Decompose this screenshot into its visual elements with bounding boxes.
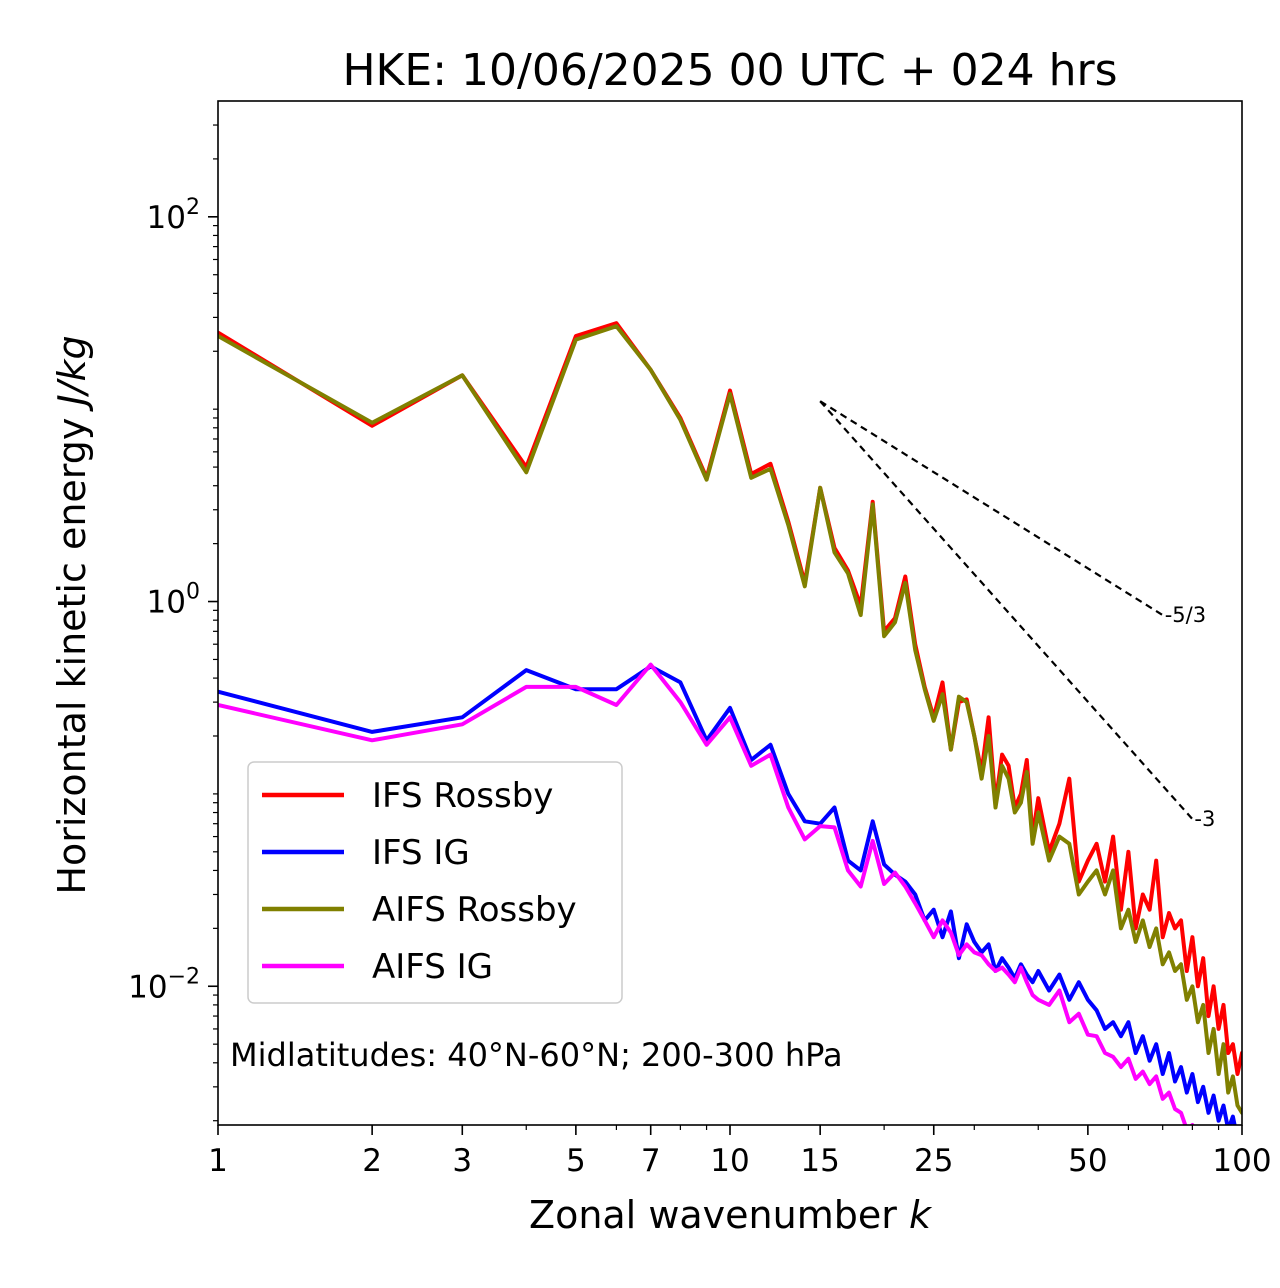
x-tick-label: 2 xyxy=(362,1143,382,1179)
x-tick-label: 50 xyxy=(1068,1143,1107,1179)
x-tick-label: 25 xyxy=(914,1143,953,1179)
y-tick-label: 100 xyxy=(147,580,200,621)
x-tick-label: 15 xyxy=(800,1143,839,1179)
reference-label-0: -5/3 xyxy=(1165,603,1206,627)
y-axis-label-unit: J/kg xyxy=(50,335,94,412)
legend-label-1: IFS IG xyxy=(372,833,470,873)
reference-slope-lines: -5/3 -3 xyxy=(819,400,1215,831)
legend: IFS Rossby IFS IG AIFS Rossby AIFS IG xyxy=(247,761,623,1004)
y-tick-label: 102 xyxy=(147,195,200,236)
reference-line-0 xyxy=(819,400,1164,617)
series-layer xyxy=(218,321,1242,1125)
x-axis: 1 2 3 5 7 10 15 25 50 100 xyxy=(208,1125,1272,1179)
reference-line-1 xyxy=(819,400,1194,820)
y-axis-label-text: Horizontal kinetic energy xyxy=(50,418,94,895)
y-axis-label: Horizontal kinetic energy J/kg xyxy=(50,335,94,894)
legend-label-0: IFS Rossby xyxy=(372,776,553,816)
x-tick-label: 5 xyxy=(566,1143,586,1179)
series-line-2 xyxy=(218,324,1242,1115)
series-line-3 xyxy=(218,662,1195,1125)
x-tick-label: 7 xyxy=(641,1143,661,1179)
x-axis-label: Zonal wavenumber k xyxy=(529,1193,933,1237)
x-axis-label-text: Zonal wavenumber xyxy=(529,1193,897,1237)
x-tick-label: 1 xyxy=(208,1143,228,1179)
y-axis: 10−2 100 102 xyxy=(128,124,218,1122)
legend-label-3: AIFS IG xyxy=(372,947,493,987)
x-tick-label: 10 xyxy=(710,1143,749,1179)
reference-label-1: -3 xyxy=(1194,807,1215,831)
x-tick-label: 3 xyxy=(452,1143,472,1179)
x-axis-label-var: k xyxy=(909,1193,933,1237)
region-annotation: Midlatitudes: 40°N-60°N; 200-300 hPa xyxy=(230,1036,843,1074)
legend-label-2: AIFS Rossby xyxy=(372,890,577,930)
series-line-1 xyxy=(218,664,1237,1125)
chart-title: HKE: 10/06/2025 00 UTC + 024 hrs xyxy=(342,45,1117,96)
x-tick-label: 100 xyxy=(1212,1143,1271,1179)
legend-box xyxy=(247,761,623,1004)
y-tick-label: 10−2 xyxy=(128,964,200,1005)
